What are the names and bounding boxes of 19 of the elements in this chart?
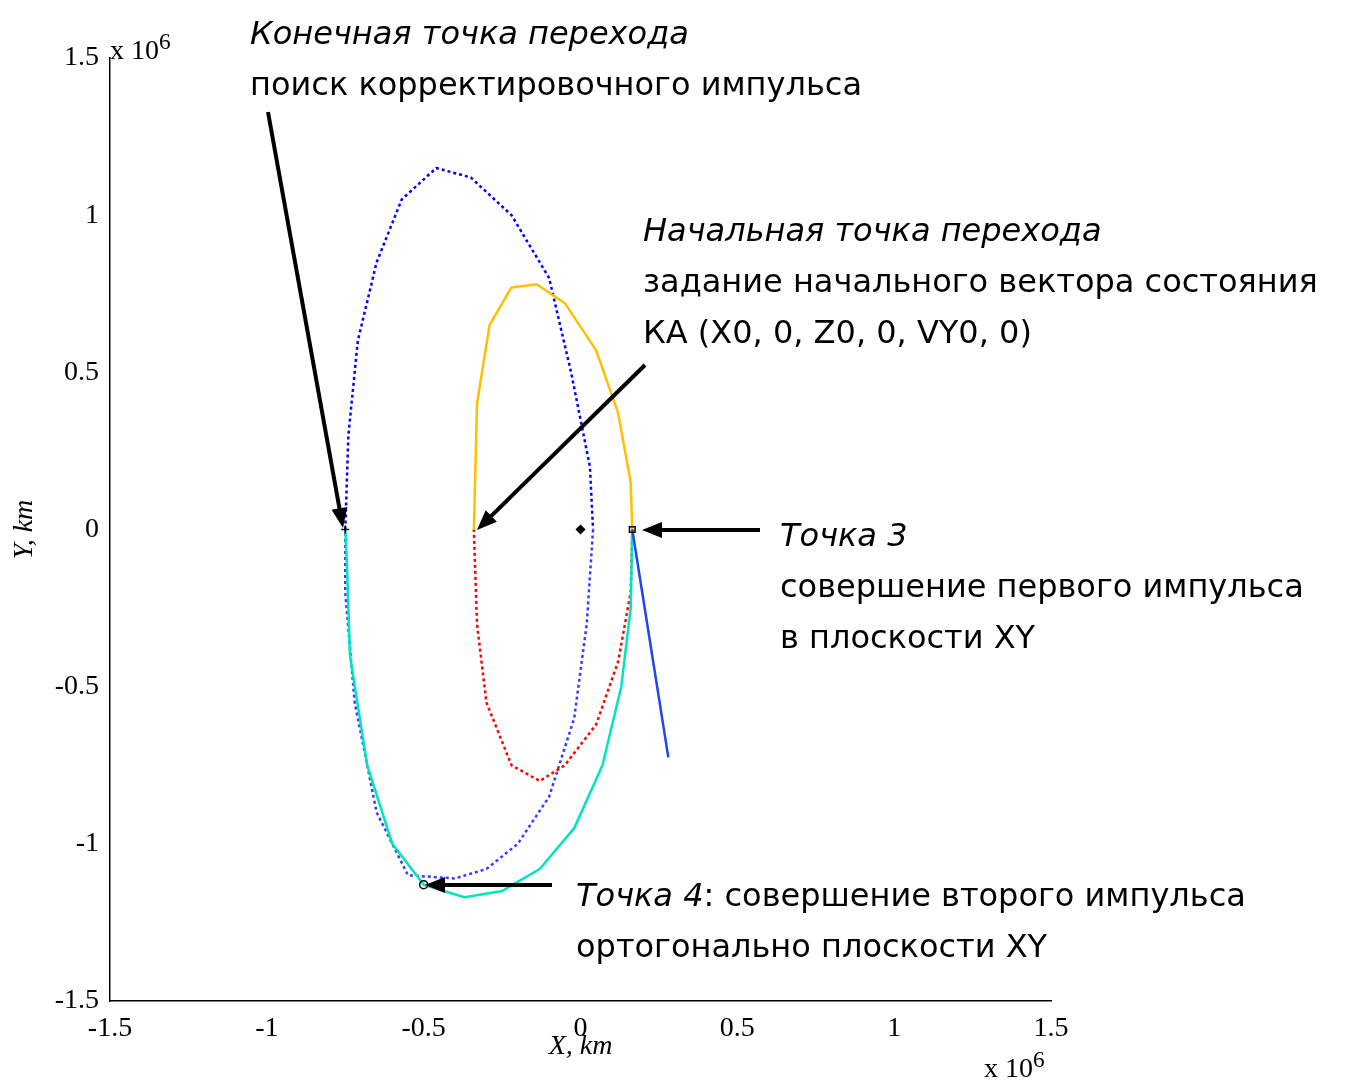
y-tick-label: 0.5 [64, 354, 99, 386]
y-tick-label: 1 [85, 197, 99, 229]
x-tick-label: 1 [887, 1011, 902, 1043]
y-tick-label: -0.5 [54, 669, 99, 701]
annotation: Точка 4: совершение второго импульса ортогонально плоскости XY [576, 875, 1246, 967]
annotation: x 10$^{6}$ [110, 28, 171, 66]
y-tick-label: 1.5 [64, 40, 99, 72]
annotation: Точка 3 совершение первого импульса в плоскости XY [780, 516, 1304, 658]
y-tick-label: -1.5 [54, 983, 99, 1015]
y-tick-label: 0 [85, 511, 99, 543]
x-tick-label: 0.5 [719, 1011, 755, 1043]
x-tick-label: 1.5 [1033, 1011, 1069, 1043]
annotation: Начальная точка перехода задание начального вектора состояния КА (X0, 0, Z0, 0, VY0, 0) [643, 211, 1318, 353]
x-tick-label: -1 [255, 1011, 279, 1043]
y-tick-label: -1 [75, 826, 99, 858]
y-axis-title: Y, km [7, 499, 39, 560]
annotation: Конечная точка перехода поиск корректировочного импульса [250, 14, 862, 105]
text: x 10$^{6}$ [984, 1046, 1045, 1081]
x-tick-label: -0.5 [401, 1011, 446, 1043]
